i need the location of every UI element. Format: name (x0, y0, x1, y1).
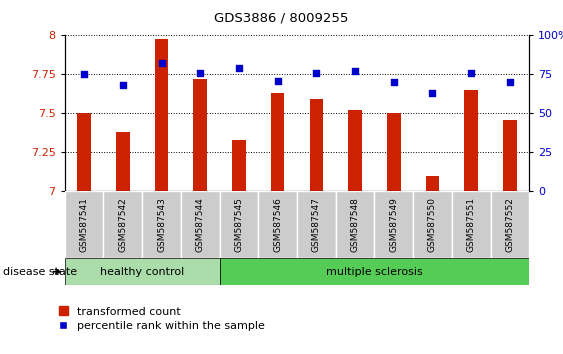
FancyBboxPatch shape (65, 191, 104, 258)
Text: GDS3886 / 8009255: GDS3886 / 8009255 (215, 12, 348, 25)
Bar (232, 140, 245, 191)
Bar (271, 93, 284, 191)
Point (428, 90, 437, 96)
Bar (310, 99, 323, 191)
Text: GSM587552: GSM587552 (506, 197, 515, 252)
FancyBboxPatch shape (336, 191, 374, 258)
Text: GSM587546: GSM587546 (273, 197, 282, 252)
Text: disease state: disease state (3, 267, 77, 277)
Point (79, 72, 88, 77)
FancyBboxPatch shape (413, 191, 452, 258)
Legend: transformed count, percentile rank within the sample: transformed count, percentile rank withi… (59, 307, 265, 331)
Text: GSM587551: GSM587551 (467, 197, 476, 252)
Bar (155, 39, 168, 191)
Text: GSM587548: GSM587548 (351, 197, 360, 252)
Text: GSM587549: GSM587549 (389, 197, 398, 252)
Bar (194, 79, 207, 191)
Text: GSM587543: GSM587543 (157, 197, 166, 252)
Text: GSM587544: GSM587544 (196, 198, 205, 252)
Bar (426, 176, 439, 191)
FancyBboxPatch shape (490, 191, 529, 258)
Text: multiple sclerosis: multiple sclerosis (326, 267, 423, 277)
Bar (77, 113, 91, 191)
Point (157, 61, 166, 66)
Point (118, 82, 127, 88)
Point (273, 78, 282, 84)
Text: GSM587545: GSM587545 (234, 197, 243, 252)
FancyBboxPatch shape (297, 191, 336, 258)
FancyBboxPatch shape (142, 191, 181, 258)
Bar (503, 120, 517, 191)
Text: GSM587541: GSM587541 (79, 197, 88, 252)
Text: healthy control: healthy control (100, 267, 184, 277)
Text: GSM587547: GSM587547 (312, 197, 321, 252)
FancyBboxPatch shape (258, 191, 297, 258)
Bar (116, 132, 129, 191)
FancyBboxPatch shape (452, 191, 490, 258)
FancyBboxPatch shape (181, 191, 220, 258)
Bar (348, 110, 362, 191)
FancyBboxPatch shape (220, 191, 258, 258)
Point (351, 68, 360, 74)
Point (389, 79, 398, 85)
Bar (387, 113, 400, 191)
Text: GSM587542: GSM587542 (118, 198, 127, 252)
Point (196, 70, 205, 76)
Point (234, 65, 243, 71)
Point (312, 70, 321, 76)
Bar (220, 258, 529, 285)
FancyBboxPatch shape (374, 191, 413, 258)
Text: GSM587550: GSM587550 (428, 197, 437, 252)
Point (467, 70, 476, 76)
Bar (65, 258, 220, 285)
Point (506, 79, 515, 85)
FancyBboxPatch shape (104, 191, 142, 258)
Bar (464, 90, 478, 191)
